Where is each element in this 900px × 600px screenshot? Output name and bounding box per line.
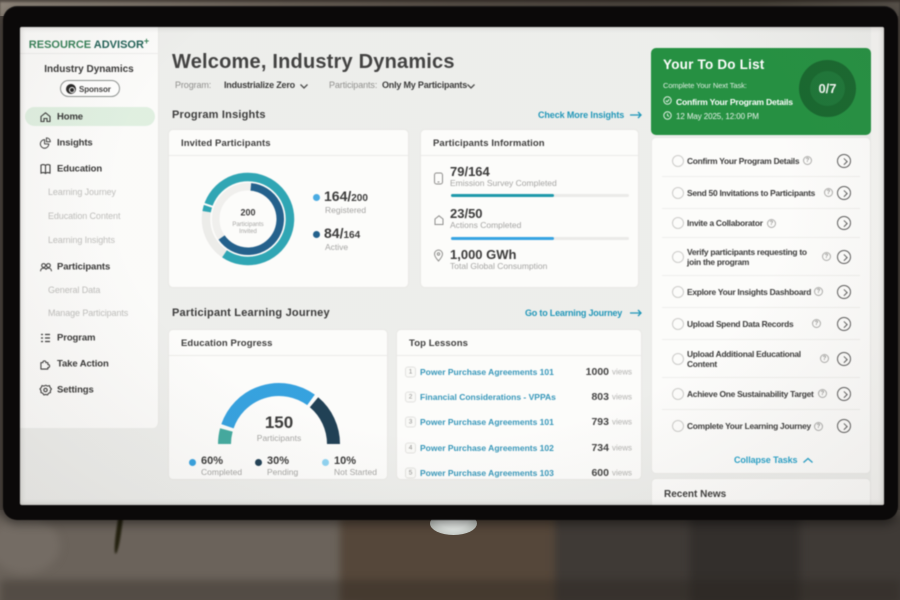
svg-text:Invited: Invited [239,229,257,235]
svg-text:200: 200 [240,208,255,218]
svg-text:Participants: Participants [232,222,263,228]
